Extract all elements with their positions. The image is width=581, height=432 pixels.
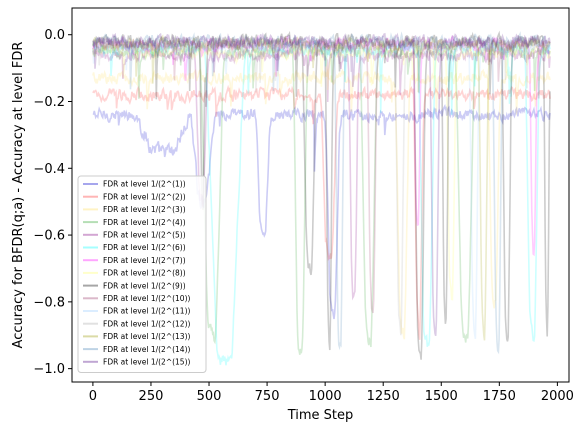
legend: FDR at level 1/(2^(1)) FDR at level 1/(2^… — [77, 175, 207, 373]
y-tick-label: −0.2 — [33, 95, 65, 110]
legend-entry: FDR at level 1/(2^(1)) — [103, 180, 186, 189]
legend-entry: FDR at level 1/(2^(14)) — [103, 345, 190, 354]
series-layer — [92, 30, 551, 366]
x-tick-label: 500 — [197, 389, 222, 404]
legend-entry: FDR at level 1/(2^(13)) — [103, 332, 190, 341]
x-tick-label: 2000 — [541, 389, 574, 404]
series-line-6 — [92, 39, 551, 366]
legend-entry: FDR at level 1/(2^(11)) — [103, 307, 190, 316]
y-tick-label: −0.4 — [33, 162, 65, 177]
legend-entry: FDR at level 1/(2^(4)) — [103, 218, 186, 227]
y-tick-label: −0.6 — [33, 229, 65, 244]
legend-entry: FDR at level 1/(2^(15)) — [103, 358, 190, 367]
series-line-7 — [92, 34, 551, 257]
legend-entry: FDR at level 1/(2^(8)) — [103, 269, 186, 278]
series-line-12 — [92, 35, 551, 336]
x-tick-label: 0 — [89, 389, 97, 404]
y-tick-label: −0.8 — [33, 295, 65, 310]
series-line-9 — [92, 30, 551, 360]
series-line-13 — [92, 34, 551, 341]
plot-frame — [71, 7, 570, 383]
y-axis-label: Accuracy for BFDR(q;a) - Accuracy at lev… — [11, 42, 26, 349]
series-line-1 — [92, 104, 551, 320]
x-tick-label: 1000 — [309, 389, 342, 404]
series-line-5 — [92, 44, 551, 301]
legend-entry: FDR at level 1/(2^(9)) — [103, 281, 186, 290]
legend-entry: FDR at level 1/(2^(5)) — [103, 231, 186, 240]
y-tick-label: 0.0 — [44, 28, 65, 43]
series-line-8 — [92, 40, 551, 301]
x-tick-label: 750 — [255, 389, 280, 404]
legend-entry: FDR at level 1/(2^(7)) — [103, 256, 186, 265]
legend-entry: FDR at level 1/(2^(2)) — [103, 192, 186, 201]
legend-box — [77, 175, 207, 373]
x-tick-label: 1250 — [367, 389, 400, 404]
series-line-3 — [92, 68, 551, 340]
series-line-2 — [92, 84, 551, 340]
legend-entry: FDR at level 1/(2^(12)) — [103, 319, 190, 328]
series-line-14 — [92, 31, 551, 355]
series-line-4 — [92, 41, 551, 355]
x-axis-label: Time Step — [287, 408, 354, 423]
legend-entry: FDR at level 1/(2^(10)) — [103, 294, 190, 303]
series-line-10 — [92, 34, 551, 314]
y-axis: 0.0 −0.2 −0.4 −0.6 −0.8 −1.0 — [33, 28, 72, 377]
x-axis: 0 250 500 750 1000 1250 1500 1750 2000 — [89, 382, 574, 404]
legend-entry: FDR at level 1/(2^(3)) — [103, 205, 186, 214]
y-tick-label: −1.0 — [33, 362, 65, 377]
x-tick-label: 1500 — [425, 389, 458, 404]
legend-entry: FDR at level 1/(2^(6)) — [103, 243, 186, 252]
x-tick-label: 1750 — [483, 389, 516, 404]
series-line-15 — [92, 32, 551, 337]
x-tick-label: 250 — [139, 389, 164, 404]
series-line-11 — [92, 38, 551, 340]
